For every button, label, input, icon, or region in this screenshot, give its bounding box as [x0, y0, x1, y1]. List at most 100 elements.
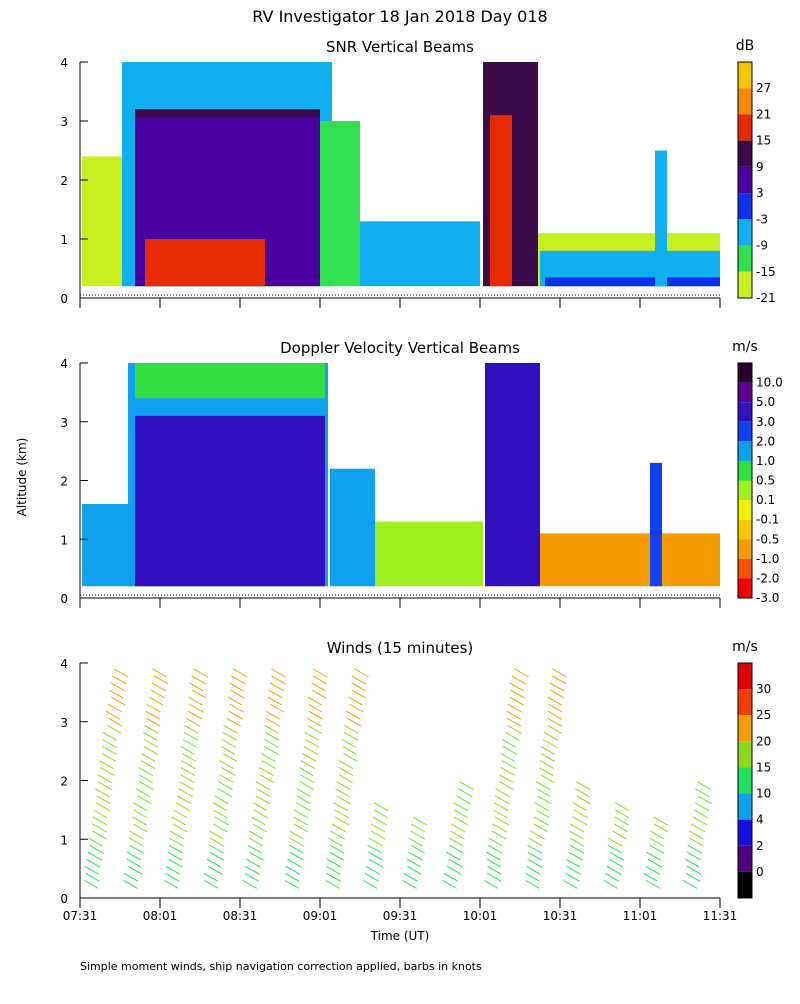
- barb: [175, 802, 191, 812]
- barb: [653, 816, 668, 826]
- colorbar-frame: [737, 61, 753, 299]
- barb: [108, 689, 124, 699]
- barb: [510, 689, 525, 699]
- barb: [329, 844, 345, 854]
- barb: [342, 745, 357, 755]
- barb: [540, 774, 555, 784]
- barb: [335, 788, 350, 798]
- vel-fill: [135, 415, 325, 587]
- barb: [566, 865, 581, 875]
- barb: [244, 872, 260, 882]
- colorbar-label: -21: [756, 291, 776, 305]
- radar-image: [82, 62, 720, 287]
- barb: [289, 830, 304, 840]
- barb: [686, 851, 702, 861]
- barb: [138, 767, 153, 777]
- barb: [307, 703, 323, 713]
- barb: [214, 795, 229, 805]
- barb: [412, 816, 427, 826]
- barb: [547, 717, 562, 727]
- barb: [206, 858, 222, 868]
- barb: [143, 745, 158, 755]
- barb: [289, 837, 305, 847]
- barb: [537, 795, 552, 805]
- barb: [533, 816, 549, 826]
- barb: [179, 774, 195, 784]
- snr-fill: [490, 115, 512, 287]
- barb: [152, 668, 167, 678]
- barb: [293, 809, 309, 819]
- barb: [338, 767, 354, 777]
- barb: [308, 710, 324, 720]
- barb: [406, 858, 422, 868]
- barb: [344, 724, 359, 734]
- barb: [247, 844, 262, 854]
- barb: [407, 865, 422, 875]
- barb: [303, 745, 319, 755]
- barb: [146, 703, 161, 713]
- figure-title: RV Investigator 18 Jan 2018 Day 018: [252, 7, 547, 26]
- vel-fill: [375, 521, 483, 587]
- barb: [242, 879, 257, 889]
- barb: [329, 851, 345, 861]
- barb: [614, 816, 629, 826]
- colorbar-swatch: [738, 480, 752, 501]
- barb: [326, 872, 341, 882]
- barb: [185, 717, 201, 727]
- colorbar-swatch: [738, 500, 752, 520]
- barb: [346, 717, 362, 727]
- x-tick-label: 08:31: [223, 909, 258, 923]
- barb: [307, 696, 322, 706]
- barb: [151, 682, 167, 692]
- barb: [289, 851, 305, 861]
- colorbar-swatch: [738, 793, 752, 820]
- barb: [227, 696, 243, 706]
- barb: [305, 738, 320, 748]
- barb: [213, 823, 228, 833]
- barb: [486, 851, 501, 861]
- barb: [511, 675, 527, 685]
- barb: [539, 760, 554, 769]
- colorbar-label: -3: [756, 212, 768, 226]
- barb: [184, 724, 199, 734]
- barb: [368, 837, 384, 847]
- barb: [180, 745, 195, 755]
- barb: [346, 710, 361, 720]
- barb: [446, 851, 461, 861]
- barb: [533, 823, 549, 833]
- barb: [311, 682, 326, 692]
- barb: [693, 809, 709, 819]
- barb: [84, 865, 100, 875]
- barb: [686, 865, 702, 875]
- barb: [458, 788, 473, 798]
- y-tick-label: 2: [60, 775, 68, 789]
- barb: [296, 788, 311, 798]
- barb: [507, 724, 522, 734]
- barb: [110, 696, 126, 706]
- barb: [255, 795, 271, 805]
- barb: [402, 879, 417, 889]
- barb: [222, 731, 238, 741]
- barb: [614, 802, 630, 812]
- barb: [403, 872, 418, 882]
- barb: [603, 879, 618, 889]
- barb: [84, 879, 99, 889]
- barb: [569, 844, 585, 854]
- barb: [107, 724, 122, 734]
- barb: [145, 710, 161, 720]
- barb: [456, 795, 471, 805]
- barb: [530, 830, 545, 840]
- barb: [312, 668, 328, 678]
- barb: [542, 738, 558, 748]
- barb: [540, 745, 556, 755]
- barb: [552, 668, 567, 678]
- barb: [538, 767, 554, 777]
- barb: [150, 689, 166, 699]
- barb: [575, 781, 591, 791]
- barb: [492, 809, 508, 819]
- barb: [368, 851, 383, 861]
- colorbar-swatch: [738, 114, 752, 141]
- barb: [486, 858, 502, 868]
- barb: [252, 823, 267, 833]
- barb: [264, 731, 280, 741]
